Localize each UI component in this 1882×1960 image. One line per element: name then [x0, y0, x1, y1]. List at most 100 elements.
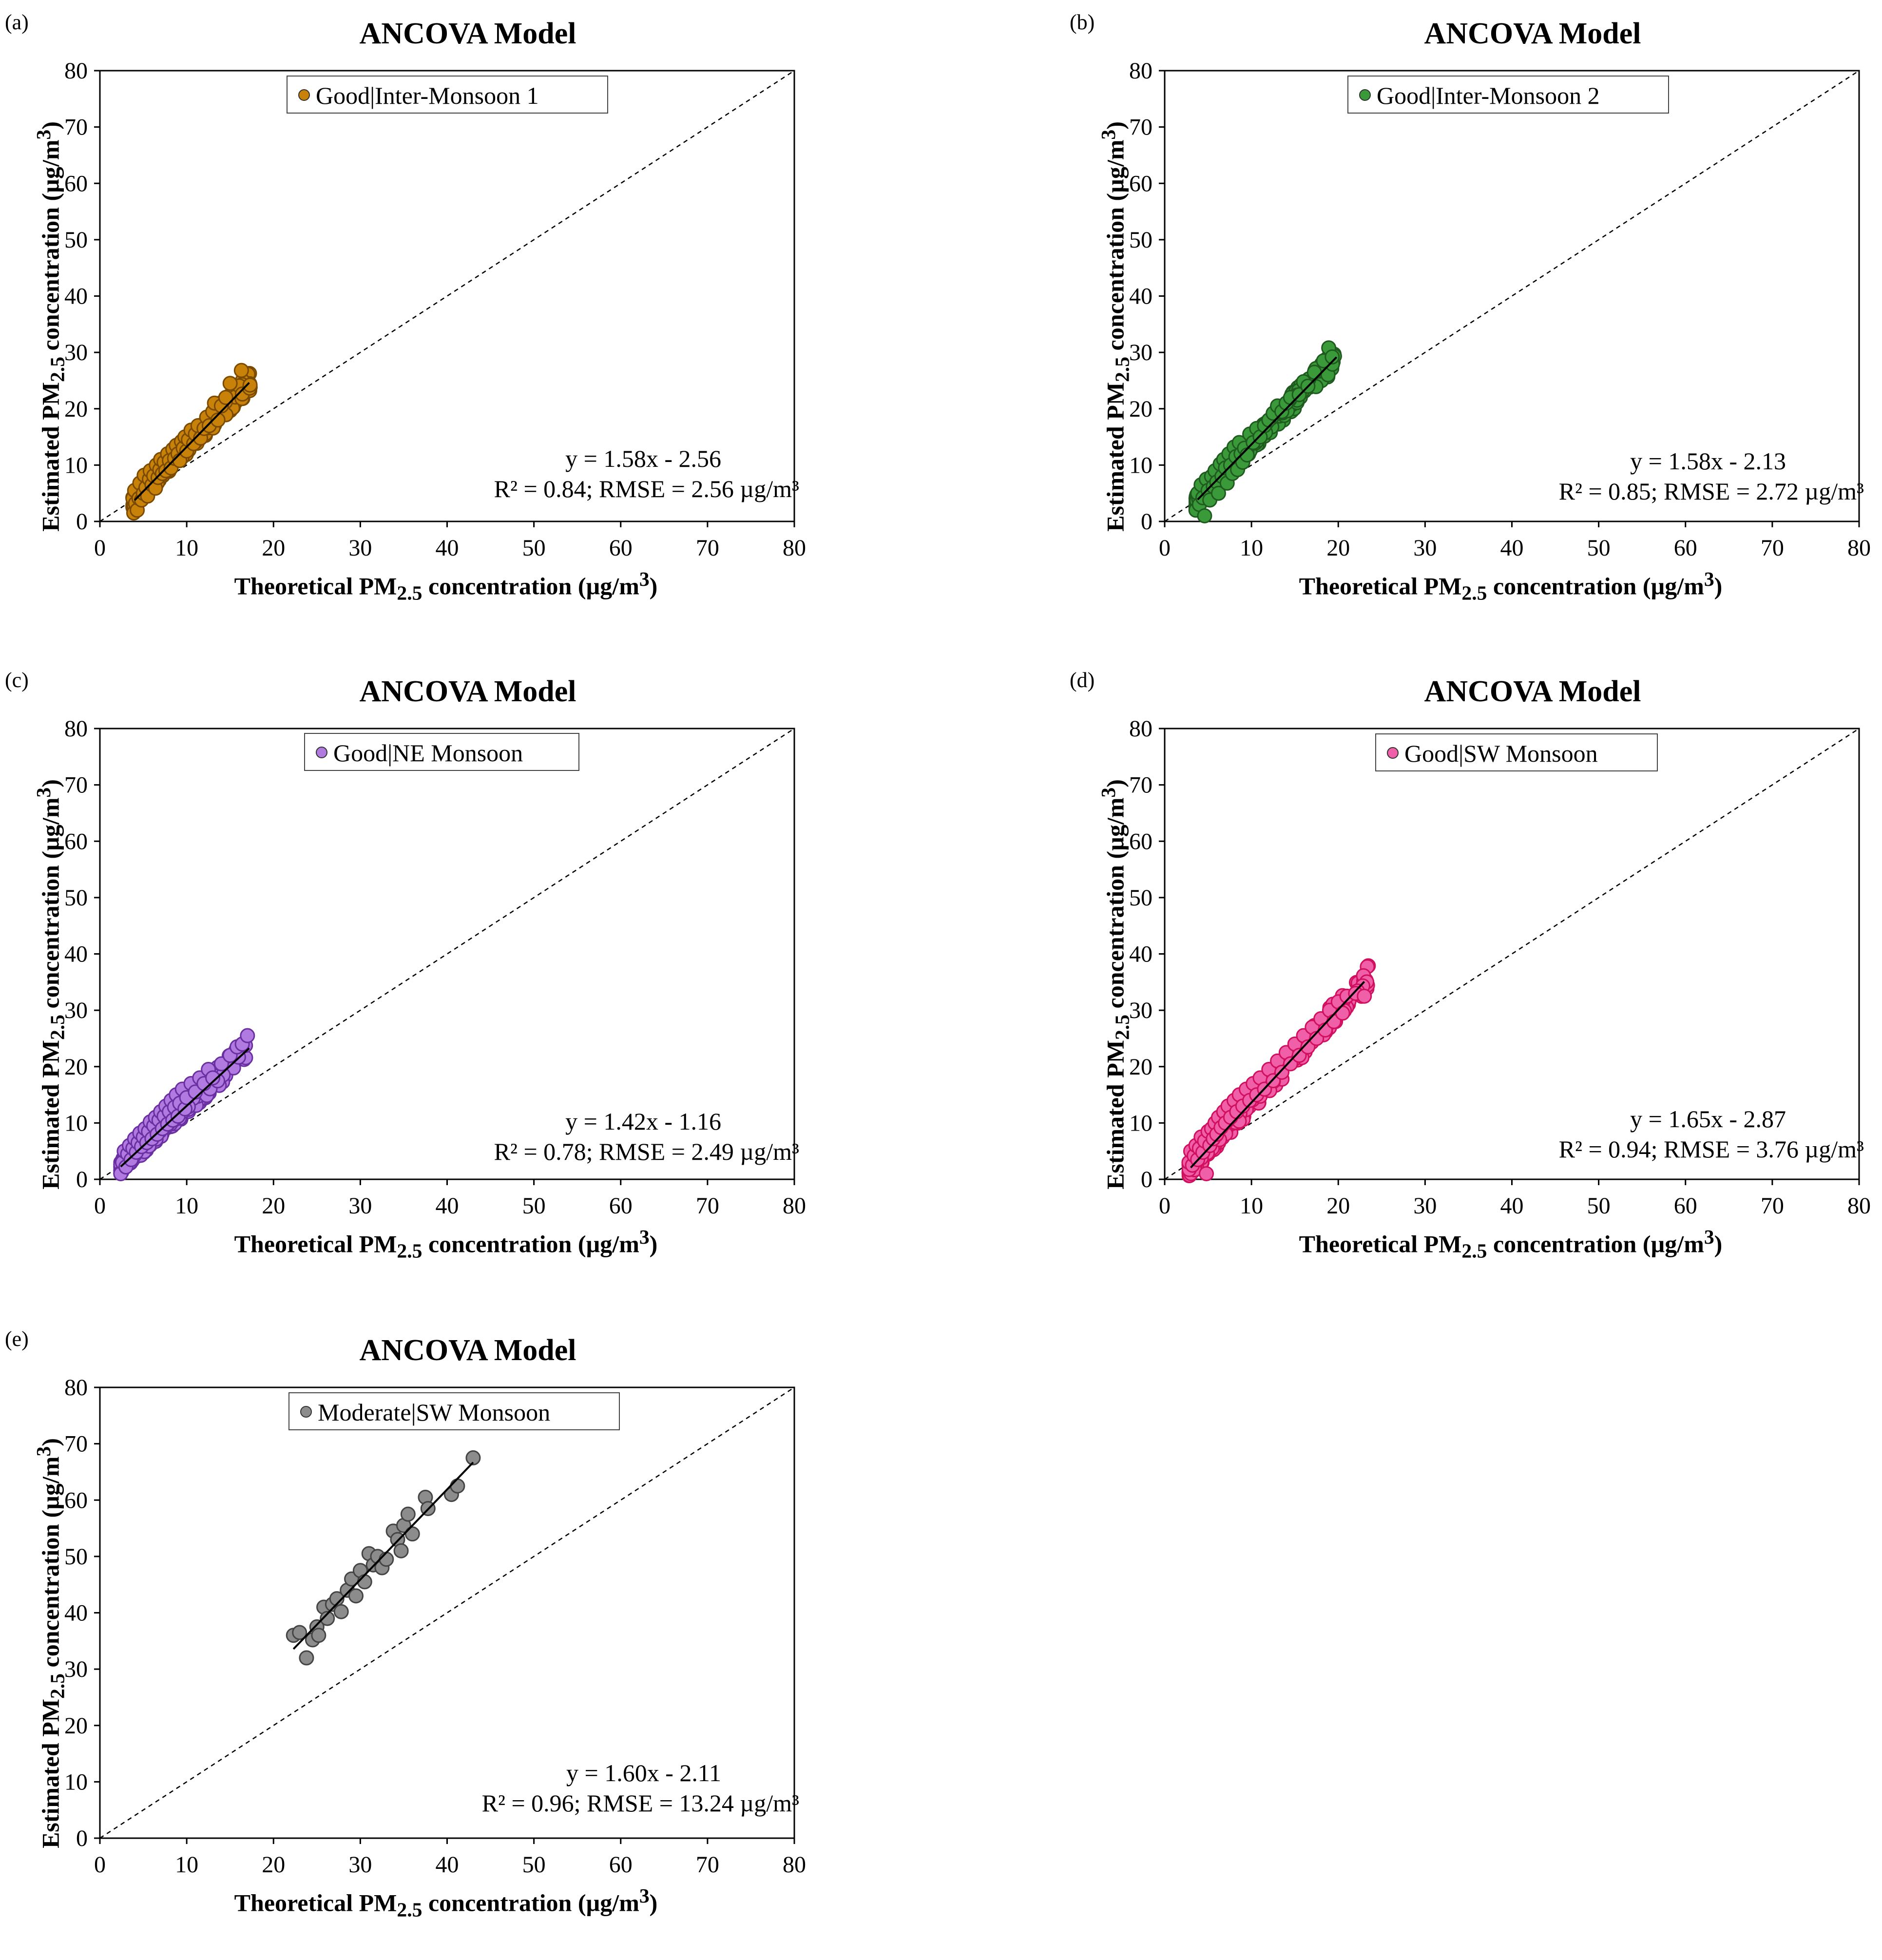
identity-line: [99, 70, 795, 522]
data-point: [393, 1543, 409, 1558]
x-axis-label: Theoretical PM2.5 concentration (µg/m3): [1299, 568, 1723, 605]
x-tick-label: 40: [1500, 1193, 1524, 1219]
x-tick-label: 20: [1326, 535, 1350, 561]
data-point: [348, 1588, 364, 1604]
x-tick-label: 80: [783, 1852, 806, 1878]
y-tick-label: 80: [64, 1375, 88, 1401]
x-tick-label: 60: [609, 1193, 633, 1219]
y-tick-label: 80: [64, 716, 88, 742]
x-tick-label: 10: [1240, 535, 1263, 561]
x-axis-label: Theoretical PM2.5 concentration (µg/m3): [1299, 1226, 1723, 1263]
y-tick-label: 50: [1129, 227, 1152, 253]
x-tick-label: 40: [436, 535, 459, 561]
regression-stats: R² = 0.84; RMSE = 2.56 µg/m³: [494, 475, 799, 502]
chart-panel-c: (c) ANCOVA Model Estimated PM2.5 concent…: [0, 668, 926, 1301]
y-tick-label: 60: [1129, 828, 1152, 854]
panel-label: (a): [5, 10, 29, 34]
chart-title: ANCOVA Model: [359, 1334, 576, 1367]
y-tick-label: 10: [64, 452, 88, 478]
x-tick-label: 80: [1847, 535, 1871, 561]
y-tick-label: 10: [1129, 452, 1152, 478]
regression-annotation: y = 1.58x - 2.13 R² = 0.85; RMSE = 2.72 …: [1559, 446, 1864, 506]
chart-title: ANCOVA Model: [1424, 675, 1641, 708]
y-tick-label: 40: [64, 284, 88, 309]
x-tick-label: 60: [609, 535, 633, 561]
x-tick-label: 80: [1847, 1193, 1871, 1219]
x-tick-label: 50: [522, 1852, 546, 1878]
y-tick-label: 60: [64, 171, 88, 196]
data-point: [465, 1450, 481, 1466]
data-point: [1325, 349, 1340, 365]
x-tick-label: 30: [1413, 535, 1437, 561]
regression-stats: R² = 0.78; RMSE = 2.49 µg/m³: [494, 1138, 799, 1165]
legend-entry: Moderate|SW Monsoon: [318, 1399, 551, 1426]
x-tick-label: 30: [348, 1852, 372, 1878]
scatter-plot: 0 10 20 30 40 50 60 70 80 0 10 20 30 40 50 60 70 80: [64, 1375, 806, 1878]
x-axis-label: Theoretical PM2.5 concentration (µg/m3): [234, 568, 658, 605]
y-tick-label: 60: [1129, 171, 1152, 196]
x-tick-label: 0: [1159, 1193, 1171, 1219]
x-tick-label: 40: [436, 1193, 459, 1219]
x-tick-label: 50: [522, 1193, 546, 1219]
legend: Good|NE Monsoon: [304, 733, 579, 771]
y-tick-label: 20: [64, 1713, 88, 1739]
x-tick-label: 50: [1587, 1193, 1611, 1219]
x-tick-label: 0: [94, 1193, 106, 1219]
chart-panel-a: (a) ANCOVA Model Estimated PM2.5 concent…: [0, 10, 926, 643]
data-point: [1197, 508, 1212, 523]
data-point: [210, 412, 226, 428]
legend-entry: Good|SW Monsoon: [1404, 740, 1598, 767]
data-point: [222, 376, 238, 391]
scatter-plot: 0 10 20 30 40 50 60 70 80 0 10 20 30 40 50 60 70 80: [1129, 716, 1871, 1219]
panel-label: (b): [1070, 10, 1095, 34]
chart-title: ANCOVA Model: [1424, 17, 1641, 50]
x-tick-label: 70: [1761, 535, 1784, 561]
x-tick-label: 20: [262, 535, 285, 561]
scatter-plot: 0 10 20 30 40 50 60 70 80 0 10 20 30 40 50 60 70 80: [64, 58, 806, 561]
y-tick-label: 70: [64, 115, 88, 140]
data-point: [205, 1070, 221, 1086]
x-tick-label: 70: [696, 1852, 719, 1878]
identity-line: [99, 1386, 795, 1839]
x-tick-label: 20: [1326, 1193, 1350, 1219]
y-tick-label: 30: [64, 340, 88, 365]
regression-stats: R² = 0.96; RMSE = 13.24 µg/m³: [481, 1789, 799, 1817]
y-tick-label: 20: [1129, 396, 1152, 422]
legend-marker: [316, 747, 327, 758]
y-tick-label: 60: [64, 828, 88, 854]
x-tick-label: 0: [1159, 535, 1171, 561]
y-tick-label: 70: [1129, 115, 1152, 140]
x-axis-label: Theoretical PM2.5 concentration (µg/m3): [234, 1226, 658, 1263]
x-tick-label: 50: [1587, 535, 1611, 561]
data-point: [357, 1574, 372, 1590]
legend-marker: [1387, 747, 1399, 759]
y-tick-label: 30: [1129, 340, 1152, 365]
data-point: [1210, 485, 1226, 501]
x-tick-label: 10: [175, 1193, 198, 1219]
x-tick-label: 40: [1500, 535, 1524, 561]
y-tick-label: 80: [64, 58, 88, 84]
x-tick-label: 60: [609, 1852, 633, 1878]
identity-line: [99, 728, 795, 1180]
y-tick-label: 50: [1129, 885, 1152, 911]
x-tick-label: 70: [1761, 1193, 1784, 1219]
y-tick-label: 40: [64, 942, 88, 967]
x-tick-label: 50: [522, 535, 546, 561]
legend-entry: Good|Inter-Monsoon 1: [316, 82, 539, 109]
regression-stats: R² = 0.85; RMSE = 2.72 µg/m³: [1558, 478, 1864, 505]
x-tick-label: 10: [175, 1852, 198, 1878]
y-tick-label: 50: [64, 1544, 88, 1570]
x-tick-label: 80: [783, 1193, 806, 1219]
chart-title: ANCOVA Model: [359, 675, 576, 708]
chart-panel-e: (e) ANCOVA Model Estimated PM2.5 concent…: [0, 1326, 926, 1960]
y-tick-label: 70: [64, 1431, 88, 1457]
y-tick-label: 20: [1129, 1054, 1152, 1080]
scatter-plot: 0 10 20 30 40 50 60 70 80 0 10 20 30 40 50 60 70 80: [64, 716, 806, 1219]
regression-equation: y = 1.58x - 2.13: [1630, 447, 1786, 475]
chart-panel-b: (b) ANCOVA Model Estimated PM2.5 concent…: [1065, 10, 1882, 643]
legend-marker: [300, 1406, 312, 1418]
regression-line: [134, 382, 250, 501]
y-tick-label: 30: [1129, 998, 1152, 1023]
legend: Good|Inter-Monsoon 1: [287, 76, 608, 114]
identity-line: [1164, 70, 1860, 522]
